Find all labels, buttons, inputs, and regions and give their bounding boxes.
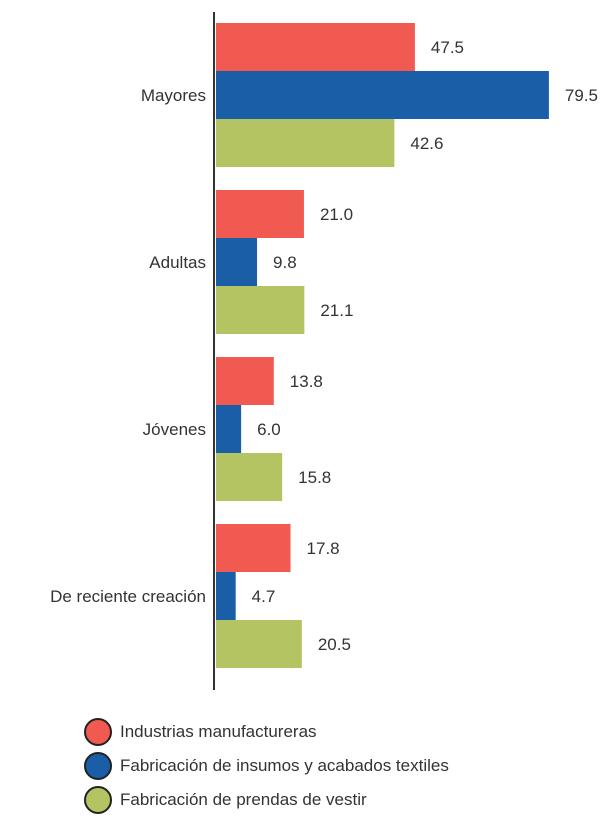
bar-jovenes-series-1 [216, 357, 274, 405]
legend-label-industrias: Industrias manufactureras [120, 722, 317, 741]
bar-jovenes-series-2 [216, 405, 242, 453]
bar-de-reciente-creacion-series-1 [216, 524, 291, 572]
legend-label-prendas: Fabricación de prendas de vestir [120, 790, 367, 809]
category-labels-group: Mayores Adultas Jóvenes De reciente creació… [50, 86, 206, 606]
value-label-jovenes-series-1: 13.8 [290, 372, 323, 391]
legend-item-prendas: Fabricación de prendas de vestir [84, 783, 449, 817]
value-labels-group: 47.5 79.5 42.6 21.0 9.8 21.1 13.8 6.0 15.8 17.8 4.… [252, 38, 598, 654]
bar-adultas-series-2 [216, 238, 258, 286]
value-label-adultas-series-2: 9.8 [273, 253, 297, 272]
bar-de-reciente-creacion-series-3 [216, 620, 302, 668]
value-label-de-reciente-creacion-series-2: 4.7 [252, 587, 276, 606]
bar-de-reciente-creacion-series-2 [216, 572, 236, 620]
value-label-jovenes-series-2: 6.0 [257, 420, 281, 439]
bar-mayores-series-3 [216, 119, 395, 167]
category-label-de-reciente-creacion: De reciente creación [50, 587, 206, 606]
value-label-adultas-series-3: 21.1 [320, 301, 353, 320]
bars-group [216, 23, 549, 668]
legend-item-insumos: Fabricación de insumos y acabados textil… [84, 749, 449, 783]
value-label-mayores-series-2: 79.5 [565, 86, 598, 105]
value-label-de-reciente-creacion-series-1: 17.8 [307, 539, 340, 558]
bar-adultas-series-3 [216, 286, 305, 334]
bar-adultas-series-1 [216, 190, 304, 238]
category-label-jovenes: Jóvenes [143, 420, 206, 439]
legend-swatch-industrias [84, 718, 112, 746]
bar-mayores-series-1 [216, 23, 415, 71]
value-label-mayores-series-3: 42.6 [410, 134, 443, 153]
legend-swatch-insumos [84, 752, 112, 780]
bar-chart: 47.5 79.5 42.6 21.0 9.8 21.1 13.8 6.0 15.8 17.8 4.… [50, 12, 598, 690]
value-label-de-reciente-creacion-series-3: 20.5 [318, 635, 351, 654]
value-label-jovenes-series-3: 15.8 [298, 468, 331, 487]
value-label-adultas-series-1: 21.0 [320, 205, 353, 224]
bar-mayores-series-2 [216, 71, 549, 119]
legend-item-industrias: Industrias manufactureras [84, 715, 449, 749]
legend: Industrias manufactureras Fabricación de… [84, 715, 449, 817]
category-label-mayores: Mayores [141, 86, 206, 105]
value-label-mayores-series-1: 47.5 [431, 38, 464, 57]
legend-swatch-prendas [84, 786, 112, 814]
bar-jovenes-series-3 [216, 453, 283, 501]
category-label-adultas: Adultas [149, 253, 206, 272]
legend-label-insumos: Fabricación de insumos y acabados textil… [120, 756, 449, 775]
